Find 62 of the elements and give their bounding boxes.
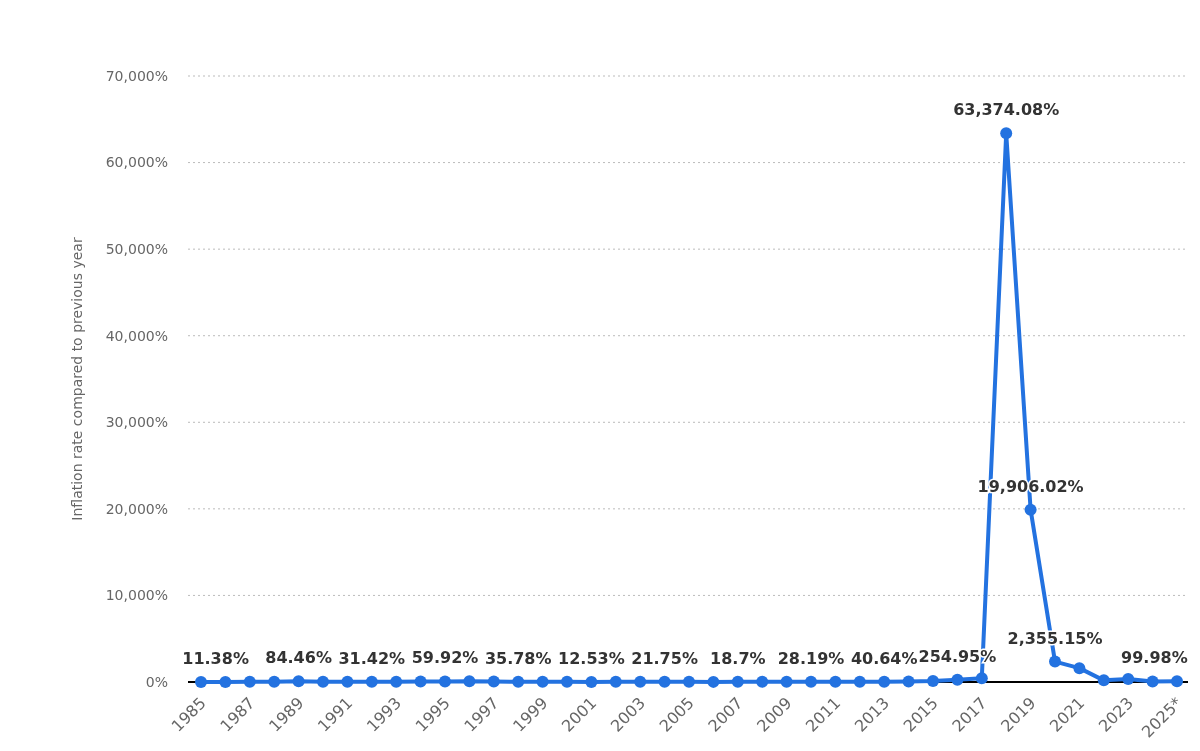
- point: [561, 675, 573, 688]
- point: [1024, 503, 1037, 516]
- point: [1000, 127, 1013, 140]
- y-tick-label: 70,000%: [105, 67, 168, 84]
- data-label: 63,374.08%: [953, 100, 1060, 120]
- point: [268, 675, 281, 688]
- point: [634, 675, 647, 688]
- point: [1073, 662, 1086, 675]
- point: [683, 675, 695, 688]
- point: [805, 675, 817, 688]
- data-label: 18.7%: [710, 648, 766, 668]
- y-tick-label: 50,000%: [105, 241, 168, 258]
- y-tick-label: 0%: [145, 673, 168, 690]
- y-tick-label: 10,000%: [105, 587, 168, 604]
- point: [1049, 655, 1061, 668]
- data-label: 21.75%: [631, 648, 698, 668]
- point: [317, 675, 329, 688]
- point: [487, 675, 500, 688]
- data-label: 40.64%: [850, 648, 918, 668]
- point: [195, 675, 207, 688]
- point: [1171, 675, 1183, 688]
- point: [975, 672, 988, 685]
- point: [439, 675, 451, 688]
- point: [853, 675, 866, 688]
- point: [463, 675, 476, 688]
- point: [414, 675, 427, 688]
- point: [219, 675, 232, 688]
- point: [878, 675, 891, 688]
- point: [365, 675, 378, 688]
- point: [902, 675, 915, 688]
- point: [341, 675, 354, 688]
- point: [756, 675, 769, 688]
- data-label: 11.38%: [182, 648, 249, 668]
- point: [512, 675, 525, 688]
- data-label: 84.46%: [265, 648, 332, 668]
- y-tick-label: 30,000%: [105, 414, 168, 431]
- point: [780, 675, 793, 688]
- y-axis-title: Inflation rate compared to previous year: [69, 237, 85, 521]
- point: [536, 675, 549, 688]
- point: [390, 675, 403, 688]
- y-tick-label: 40,000%: [105, 327, 168, 344]
- point: [585, 675, 598, 688]
- point: [609, 675, 622, 688]
- point: [829, 675, 842, 688]
- point: [731, 675, 744, 688]
- point: [707, 675, 720, 688]
- point: [927, 674, 939, 687]
- data-label: 59.92%: [411, 648, 479, 668]
- point: [292, 675, 305, 688]
- point: [658, 675, 671, 688]
- point: [951, 673, 964, 686]
- point: [1122, 673, 1135, 686]
- data-label: 31.42%: [338, 648, 406, 668]
- point: [243, 675, 256, 688]
- data-label: 99.98%: [1121, 648, 1188, 668]
- data-label: 28.19%: [777, 648, 845, 668]
- y-tick-label: 60,000%: [105, 154, 168, 171]
- data-label: 35.78%: [484, 648, 552, 668]
- data-label: 12.53%: [558, 648, 625, 668]
- y-tick-label: 20,000%: [105, 500, 168, 517]
- point: [1146, 675, 1159, 688]
- point: [1097, 674, 1110, 687]
